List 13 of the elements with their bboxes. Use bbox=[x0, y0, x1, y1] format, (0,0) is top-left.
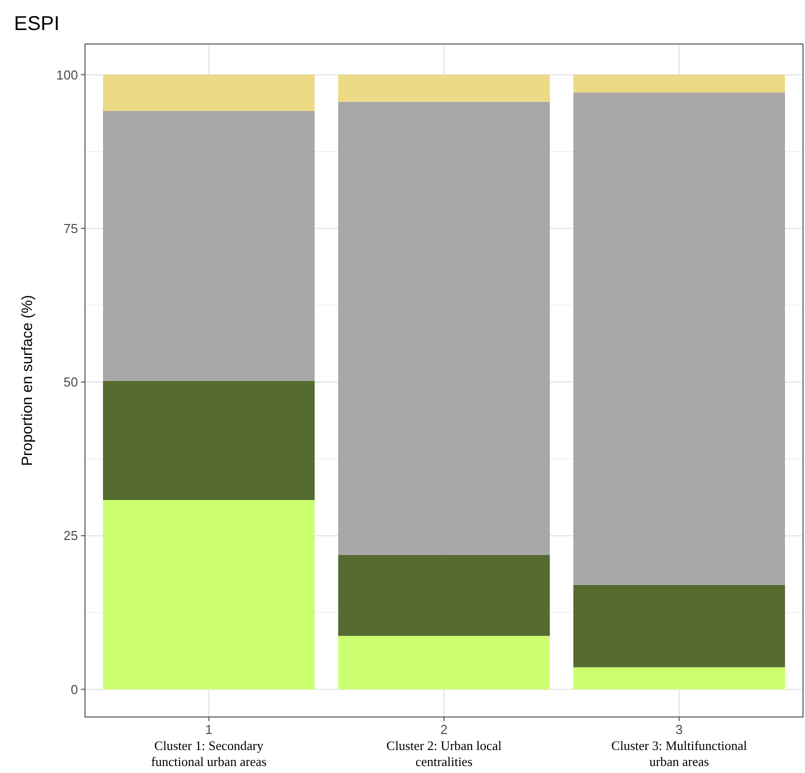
x-tick-label: 3 bbox=[676, 722, 683, 737]
y-tick-label: 100 bbox=[56, 67, 78, 82]
y-tick-label: 75 bbox=[64, 220, 78, 236]
chart-title: ESPI bbox=[14, 13, 60, 35]
text: Cluster 3: Multifunctional urban areas bbox=[611, 738, 748, 769]
y-axis-title: Proportion en surface (%) bbox=[19, 295, 36, 466]
text: Cluster 2: Urban local centralities bbox=[386, 738, 502, 769]
text: Cluster 1: Secondary functional urban areas bbox=[151, 738, 267, 769]
y-tick-label: 25 bbox=[64, 528, 78, 544]
y-tick-label: 0 bbox=[70, 682, 78, 697]
y-tick-label: 50 bbox=[64, 374, 78, 390]
x-tick-label: 2 bbox=[440, 722, 448, 737]
x-tick-label: 1 bbox=[205, 722, 212, 737]
